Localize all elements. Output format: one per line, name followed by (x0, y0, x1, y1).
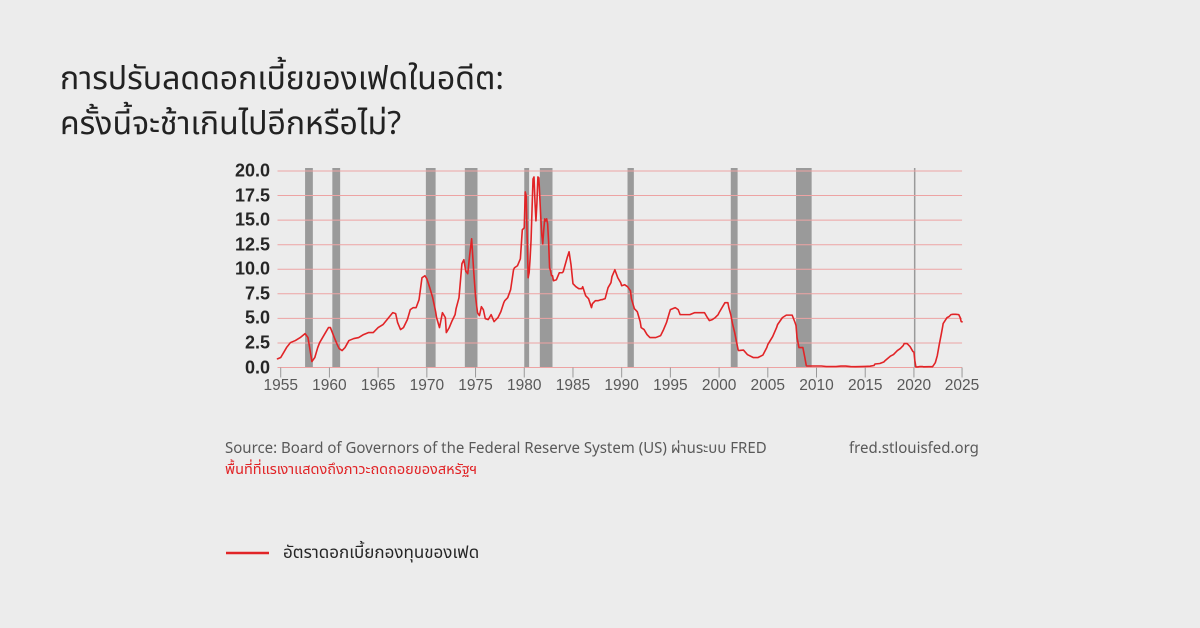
svg-text:2025: 2025 (945, 377, 979, 394)
svg-text:2000: 2000 (702, 377, 737, 394)
svg-text:2005: 2005 (751, 377, 785, 394)
svg-text:2020: 2020 (897, 377, 932, 394)
svg-text:1995: 1995 (653, 377, 687, 394)
svg-text:1980: 1980 (507, 377, 542, 394)
svg-text:1960: 1960 (312, 377, 347, 394)
svg-text:2015: 2015 (848, 377, 882, 394)
svg-text:1985: 1985 (556, 377, 590, 394)
svg-text:1990: 1990 (604, 377, 639, 394)
svg-text:1965: 1965 (361, 377, 395, 394)
svg-text:2010: 2010 (799, 377, 834, 394)
svg-text:1975: 1975 (458, 377, 492, 394)
svg-text:1970: 1970 (410, 377, 445, 394)
